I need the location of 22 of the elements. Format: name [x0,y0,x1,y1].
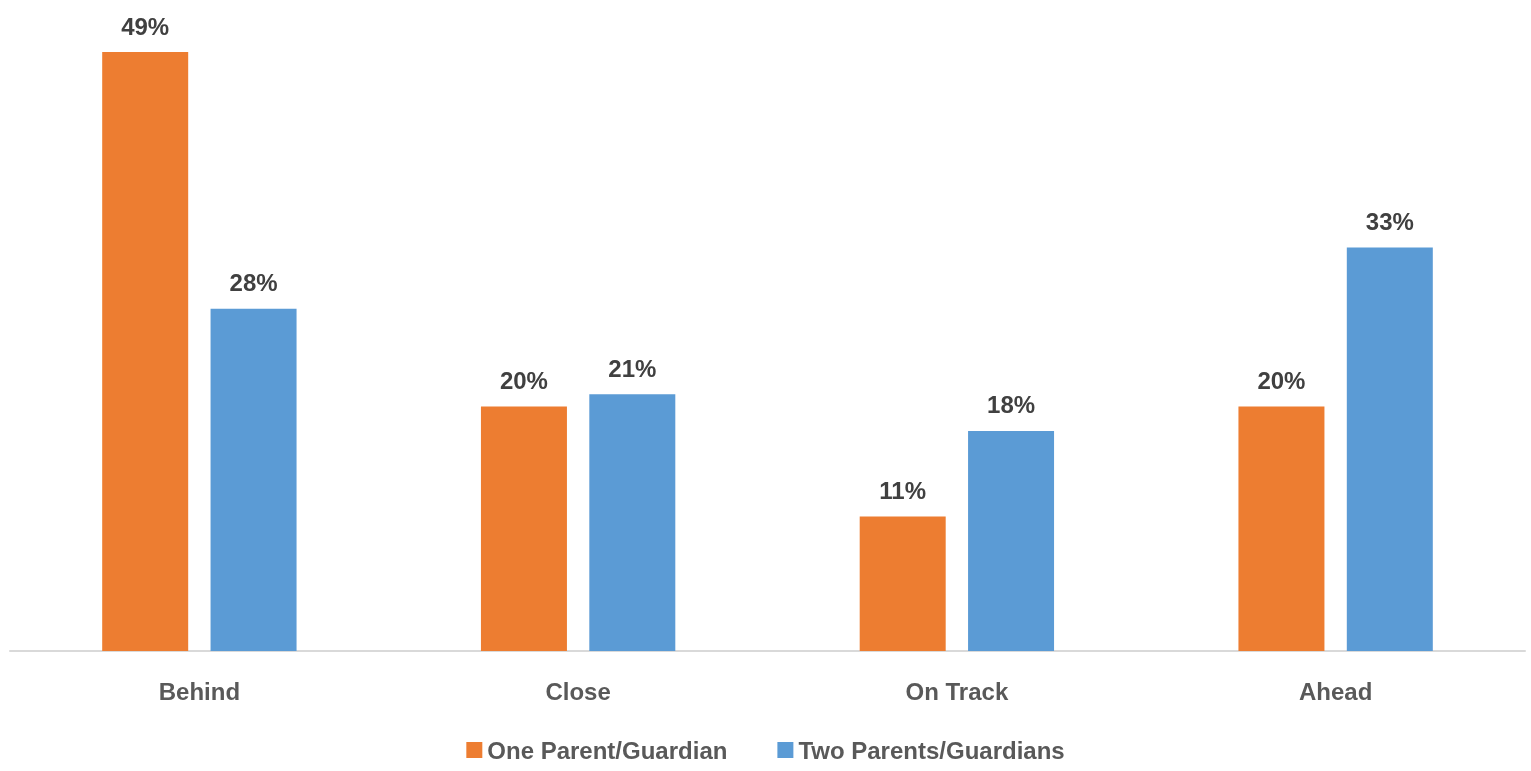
x-tick-label: Close [545,677,611,705]
bar [480,406,567,651]
legend-label: Two Parents/Guardians [798,736,1065,764]
bar [859,516,946,651]
bar [1346,247,1433,651]
bar [210,308,297,651]
x-tick-label: On Track [905,677,1009,705]
data-label: 20% [499,367,548,395]
bar [589,394,676,651]
x-tick-label: Ahead [1298,677,1373,705]
bar [1238,406,1325,651]
data-label: 21% [608,354,657,382]
bar [102,52,189,651]
x-tick-label: Behind [158,677,241,705]
legend-label: One Parent/Guardian [487,736,728,764]
data-label: 28% [229,269,278,297]
data-label: 49% [121,12,170,40]
data-label: 33% [1365,208,1414,236]
data-label: 20% [1257,367,1306,395]
data-label: 11% [879,477,927,505]
data-label: 18% [987,391,1036,419]
bar [968,430,1055,651]
